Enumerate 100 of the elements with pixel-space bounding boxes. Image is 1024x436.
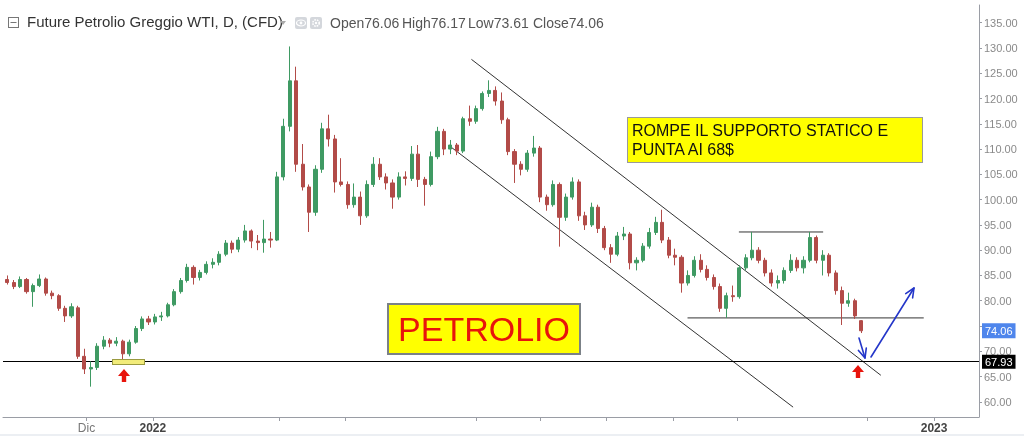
candlestick (371, 156, 375, 188)
candlestick (262, 219, 266, 254)
candlestick (63, 305, 67, 323)
candlestick (718, 283, 722, 313)
candlestick (442, 128, 446, 156)
candlestick (76, 305, 80, 360)
candlestick (789, 253, 793, 274)
candlestick (140, 315, 144, 332)
candlestick (615, 231, 619, 257)
candlestick (102, 335, 106, 350)
candlestick (853, 298, 857, 320)
y-tick-label: 120.00 (984, 92, 1018, 105)
candlestick (512, 148, 517, 184)
candlestick (448, 139, 452, 155)
candlestick (185, 263, 189, 284)
annotation: Close74.06 (533, 15, 605, 31)
candlestick (346, 180, 350, 210)
candlestick (301, 143, 305, 192)
y-tick-label: 95.00 (984, 218, 1012, 231)
candlestick (108, 337, 112, 348)
annotation: 74.06 (985, 324, 1013, 337)
candlestick (390, 178, 395, 210)
candlestick (673, 248, 677, 266)
candlestick (358, 191, 362, 226)
candlestick (532, 135, 536, 158)
y-tick-label: 85.00 (984, 269, 1012, 282)
candlestick (744, 253, 748, 271)
candlestick (243, 224, 247, 244)
y-tick-label: 80.00 (984, 294, 1012, 307)
candlestick (230, 240, 234, 254)
candlestick (281, 118, 285, 181)
candlestick (782, 266, 786, 285)
annotation: Open76.06 (330, 15, 400, 31)
candlestick (384, 172, 388, 191)
candlestick (769, 268, 773, 288)
candlestick (166, 302, 170, 318)
candlestick (577, 178, 581, 222)
candlestick (705, 264, 709, 282)
candlestick (461, 116, 465, 154)
y-tick-label: 100.00 (984, 193, 1018, 206)
candlestick (268, 231, 273, 249)
candlestick (275, 171, 279, 242)
candlestick (410, 145, 414, 182)
candlestick (737, 264, 741, 300)
candlestick (69, 302, 74, 319)
candlestick (44, 276, 48, 297)
candlestick (397, 171, 401, 201)
candlestick (699, 253, 703, 273)
candlestick (12, 279, 16, 290)
candlestick (622, 226, 626, 241)
candlestick (660, 209, 664, 244)
candlestick (474, 105, 478, 125)
y-tick-label: 130.00 (984, 41, 1018, 54)
candlestick (724, 292, 728, 319)
y-tick-label: 125.00 (984, 67, 1018, 80)
candlestick (5, 274, 9, 286)
candlestick (686, 269, 690, 287)
text: Future Petrolio Greggio WTI, D, (CFD) (27, 13, 283, 30)
candlestick (320, 122, 324, 174)
candlestick (191, 264, 196, 286)
candlestick (538, 145, 542, 203)
candlestick (435, 126, 440, 160)
candlestick (455, 142, 459, 156)
y-tick-label: 60.00 (984, 395, 1012, 408)
candlestick (134, 325, 138, 345)
candlestick (365, 179, 369, 219)
y-tick-label: 110.00 (984, 143, 1017, 156)
candlestick (204, 260, 208, 275)
candlestick (750, 231, 754, 261)
candlestick (647, 227, 651, 250)
candlestick (602, 225, 606, 251)
y-tick-label: 135.00 (984, 16, 1018, 29)
candlestick (731, 285, 735, 303)
x-tick-label: 2023 (920, 421, 948, 435)
candlestick (641, 242, 645, 263)
candlestick (82, 348, 86, 375)
candlestick (307, 183, 311, 233)
candlestick (50, 290, 54, 300)
candlestick (416, 144, 420, 188)
candlestick (634, 256, 639, 271)
candlestick (756, 246, 761, 264)
candlestick (153, 313, 157, 325)
candlestick (545, 194, 549, 212)
candlestick (95, 342, 99, 371)
y-tick-label: 90.00 (984, 244, 1012, 257)
annotation: PETROLIO (398, 310, 570, 348)
candlestick (667, 236, 671, 259)
candlestick (506, 117, 510, 156)
y-tick-label: 70.00 (984, 345, 1012, 358)
annotation: ROMPE IL SUPPORTO STATICO E PUNTA AI 68$ (632, 122, 893, 158)
annotation: High76.17 (402, 15, 467, 31)
annotation: Low73.61 (468, 15, 529, 31)
candlestick (570, 176, 574, 201)
candlestick (179, 277, 183, 295)
candlestick (339, 157, 343, 187)
candlestick (776, 274, 780, 290)
candlestick (211, 257, 215, 269)
candlestick (763, 257, 767, 277)
candlestick (313, 164, 318, 217)
candlestick (795, 256, 799, 272)
